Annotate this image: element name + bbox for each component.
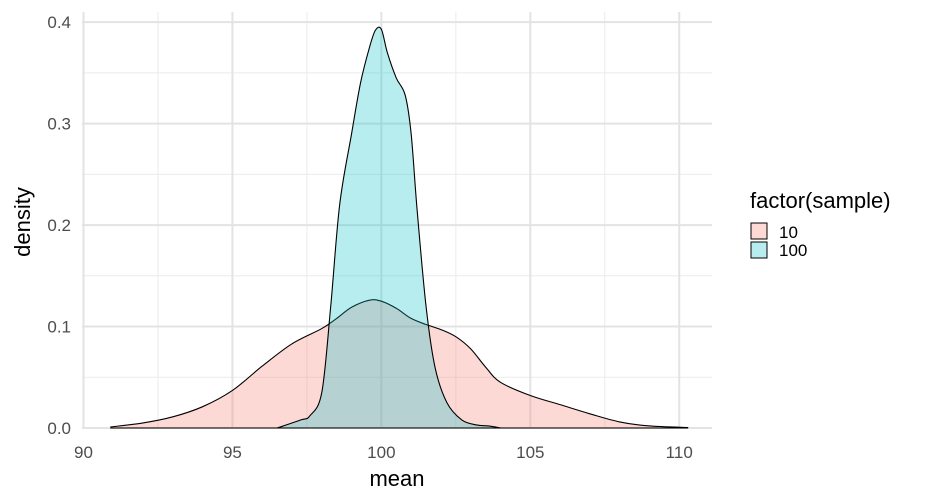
legend: factor(sample) 10 100: [750, 188, 891, 260]
density-outline-10: [110, 299, 689, 429]
y-axis-ticks: 0.0 0.1 0.2 0.3 0.4: [47, 13, 71, 438]
y-tick-label: 0.3: [47, 115, 71, 134]
legend-key-100: [750, 241, 768, 259]
density-area-100: [277, 27, 501, 428]
y-tick-label: 0.4: [47, 13, 71, 32]
y-tick-label: 0.0: [47, 419, 71, 438]
x-tick-label: 95: [223, 443, 242, 462]
y-tick-label: 0.1: [47, 318, 71, 337]
density-areas: [110, 26, 689, 429]
y-axis-title: density: [10, 187, 35, 257]
y-tick-label: 0.2: [47, 216, 71, 235]
minor-grid: [82, 12, 712, 428]
x-axis-ticks: 90 95 100 105 110: [74, 443, 693, 462]
x-tick-label: 90: [74, 443, 93, 462]
x-tick-label: 110: [666, 443, 693, 462]
density-area-10: [110, 299, 689, 428]
legend-label-10: 10: [779, 223, 798, 242]
legend-key-10: [750, 222, 768, 240]
x-tick-label: 105: [516, 443, 544, 462]
x-axis-title: mean: [369, 466, 424, 491]
x-tick-label: 100: [367, 443, 395, 462]
density-outline-100: [276, 26, 501, 429]
legend-label-100: 100: [779, 241, 807, 260]
legend-title: factor(sample): [750, 188, 891, 213]
